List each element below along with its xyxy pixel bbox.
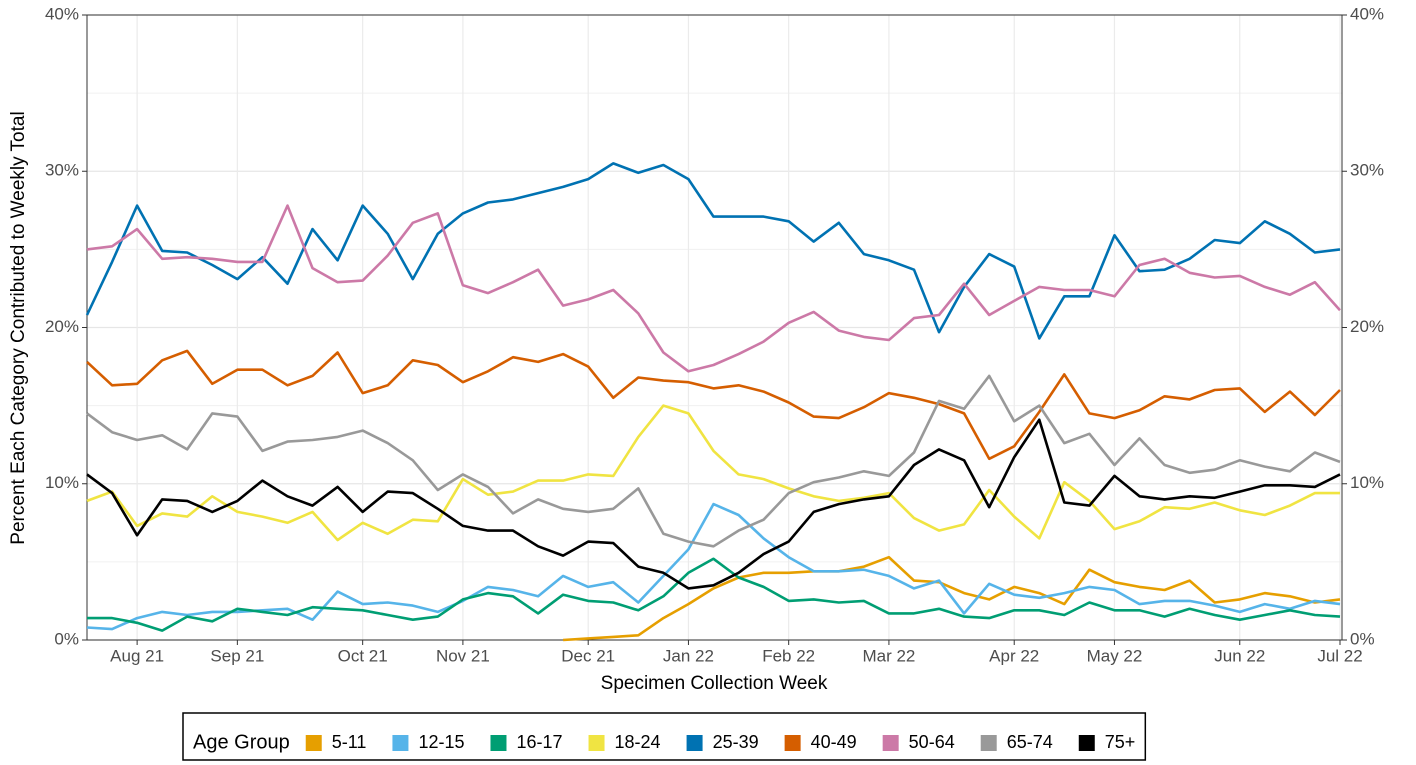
legend-label: 12-15 — [418, 732, 464, 752]
x-tick-label: Jan 22 — [663, 646, 714, 665]
legend-label: 50-64 — [909, 732, 955, 752]
x-tick-label: Mar 22 — [862, 646, 915, 665]
y2-tick-label: 40% — [1350, 4, 1384, 23]
x-tick-label: May 22 — [1087, 646, 1143, 665]
legend-key — [1078, 735, 1095, 751]
legend-label: 65-74 — [1007, 732, 1053, 752]
y2-tick-label: 20% — [1350, 317, 1384, 336]
series-line — [85, 162, 1341, 340]
legend-label: 75+ — [1105, 732, 1136, 752]
x-tick-label: Feb 22 — [762, 646, 815, 665]
x-tick-label: Dec 21 — [561, 646, 615, 665]
series-line — [86, 374, 1341, 548]
legend-label: 40-49 — [811, 732, 857, 752]
series-line — [86, 418, 1341, 590]
legend-box — [182, 712, 1147, 761]
y-tick-label: 20% — [45, 317, 79, 336]
y-tick-label: 30% — [45, 161, 79, 180]
x-tick-label: Aug 21 — [110, 646, 164, 665]
y-tick-label: 10% — [45, 473, 79, 492]
series-line — [86, 404, 1340, 542]
x-tick-label: Nov 21 — [436, 646, 490, 665]
legend-key — [980, 735, 997, 751]
series-line — [563, 555, 1341, 642]
y2-tick-label: 0% — [1350, 629, 1375, 648]
legend-title: Age Group — [193, 731, 290, 753]
legend-key — [392, 735, 409, 751]
legend-label: 5-11 — [332, 732, 367, 752]
legend-key — [588, 735, 605, 751]
y2-tick-label: 30% — [1350, 161, 1384, 180]
plot-border — [86, 14, 1343, 641]
legend-label: 16-17 — [516, 732, 562, 752]
series-line — [87, 557, 1341, 632]
series-line — [86, 204, 1341, 373]
x-tick-label: Sep 21 — [210, 646, 264, 665]
series-line — [86, 349, 1341, 461]
x-tick-label: Jul 22 — [1317, 646, 1362, 665]
legend-key — [686, 735, 703, 751]
series-line — [86, 502, 1341, 631]
x-axis-title: Specimen Collection Week — [601, 673, 828, 694]
legend-key — [784, 735, 801, 751]
legend-key — [305, 735, 322, 751]
x-tick-label: Jun 22 — [1214, 646, 1265, 665]
legend-key — [490, 735, 507, 751]
y-tick-label: 0% — [54, 629, 79, 648]
x-tick-label: Apr 22 — [989, 646, 1039, 665]
x-tick-label: Oct 21 — [338, 646, 388, 665]
legend-label: 25-39 — [713, 732, 759, 752]
legend: Age Group 5-11 12-15 16-17 18-24 25-39 40-49 50… — [182, 712, 1147, 761]
y-tick-label: 40% — [45, 4, 79, 23]
y-axis-title: Percent Each Category Contributed to Wee… — [8, 111, 29, 544]
y2-tick-label: 10% — [1350, 473, 1384, 492]
legend-key — [882, 735, 899, 751]
legend-label: 18-24 — [615, 732, 661, 752]
